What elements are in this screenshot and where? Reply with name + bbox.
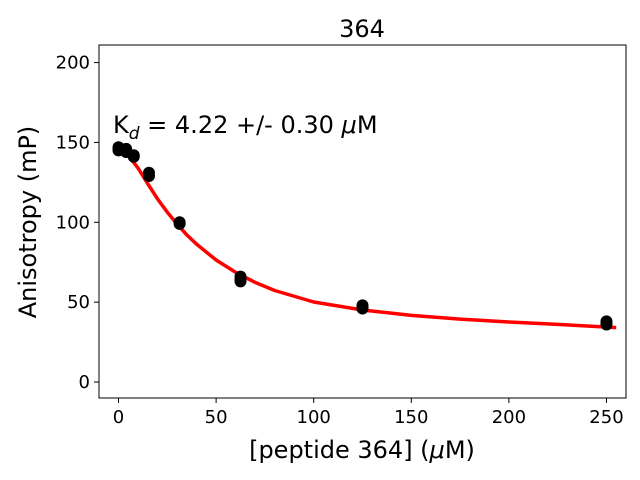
kd-subscript: d bbox=[129, 124, 140, 144]
x-tick-label: 0 bbox=[113, 407, 124, 428]
y-tick-label: 150 bbox=[56, 132, 90, 153]
y-tick-label: 50 bbox=[67, 292, 90, 313]
data-point bbox=[173, 216, 186, 229]
x-axis-label: [peptide 364] (μM) bbox=[249, 436, 475, 464]
data-point bbox=[600, 316, 613, 329]
data-points-layer bbox=[112, 141, 613, 331]
plot-frame bbox=[98, 44, 627, 399]
chart-title: 364 bbox=[339, 15, 385, 43]
y-tick-label: 0 bbox=[79, 372, 90, 393]
y-tick-label: 100 bbox=[56, 212, 90, 233]
data-point bbox=[127, 150, 140, 163]
y-axis-label: Anisotropy (mP) bbox=[14, 126, 42, 319]
plot-area: 0 50 100 150 200 250 0 50 100 150 200 bbox=[56, 44, 627, 428]
x-tick-label: 100 bbox=[297, 407, 331, 428]
x-tick-label: 150 bbox=[394, 407, 428, 428]
x-tick-label: 250 bbox=[589, 407, 623, 428]
fit-curve-layer bbox=[117, 145, 617, 330]
x-axis-label-before: [peptide 364] ( bbox=[249, 436, 429, 464]
kd-prefix: K bbox=[113, 111, 130, 139]
x-tick-label: 50 bbox=[205, 407, 228, 428]
fit-curve-line bbox=[117, 145, 617, 330]
data-point bbox=[356, 300, 369, 313]
x-axis-ticks: 0 50 100 150 200 250 bbox=[113, 398, 624, 428]
y-axis-ticks: 0 50 100 150 200 bbox=[56, 53, 99, 393]
x-axis-label-after: M) bbox=[445, 436, 475, 464]
data-point bbox=[142, 166, 155, 179]
kd-mu: μ bbox=[341, 111, 357, 139]
x-axis-label-mu: μ bbox=[429, 436, 445, 464]
y-tick-label: 200 bbox=[56, 53, 90, 74]
kd-annotation: Kd = 4.22 +/- 0.30 μM bbox=[113, 111, 378, 144]
x-tick-label: 200 bbox=[492, 407, 526, 428]
kd-value: = 4.22 +/- 0.30 bbox=[140, 111, 342, 139]
data-point bbox=[234, 273, 247, 286]
kd-unit: M bbox=[357, 111, 378, 139]
